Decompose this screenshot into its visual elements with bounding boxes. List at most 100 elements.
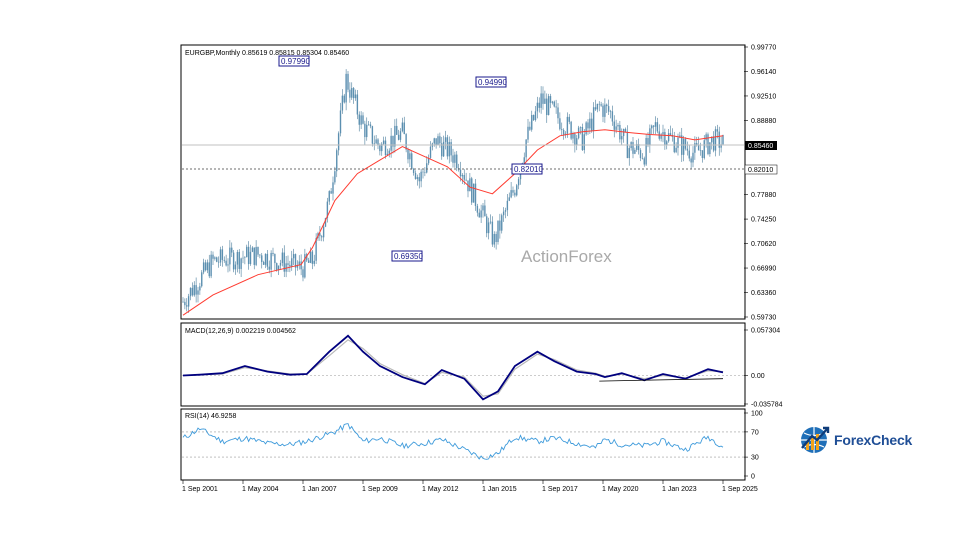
candle-body (362, 115, 364, 124)
candle-body (201, 272, 203, 287)
x-tick-label: 1 Sep 2009 (362, 486, 398, 493)
candle-body (315, 238, 317, 261)
candle-body (598, 103, 600, 105)
annotation-high-2016: 0.94990 (475, 76, 507, 88)
candle-body (469, 178, 471, 192)
candle-body (388, 150, 390, 154)
candle-body (223, 259, 225, 261)
candle-body (272, 252, 274, 255)
candle-body (592, 107, 595, 131)
price-y-axis: 0.99770 0.96140 0.92510 0.88880 0.77880 0.742… (744, 45, 776, 322)
rsi-tick-label: 70 (751, 429, 759, 436)
candle-body (302, 269, 304, 278)
candle-body (326, 201, 329, 219)
candle-body (459, 169, 462, 177)
candle-body (437, 136, 439, 145)
candle-body (210, 254, 212, 277)
candle-body (330, 191, 332, 194)
candle-body (392, 135, 394, 147)
annotation-label: 0.82010 (514, 165, 543, 174)
candle-body (204, 262, 207, 271)
candle-body (360, 115, 362, 125)
candle-body (495, 233, 497, 243)
candle-body (499, 220, 501, 231)
candle-body (576, 138, 578, 145)
rsi-tick-label: 100 (751, 411, 763, 418)
candle-body (491, 221, 494, 245)
candle-body (502, 211, 505, 216)
candle-body (596, 103, 599, 110)
candle-body (471, 178, 473, 203)
rsi-line (182, 423, 724, 460)
candle-body (450, 142, 452, 156)
candle-body (647, 137, 649, 145)
candle-body (456, 154, 458, 169)
candle-body (289, 264, 291, 267)
candle-body (615, 126, 617, 130)
price-tick-label: 0.74250 (751, 217, 776, 224)
candle-body (527, 126, 529, 140)
annotation-label: 0.94990 (478, 78, 507, 87)
candle-body (516, 185, 518, 196)
candle-body (442, 141, 445, 157)
candle-body (304, 254, 306, 278)
candle-body (673, 136, 675, 153)
macd-line (182, 334, 724, 401)
candle-body (227, 264, 229, 266)
moving-average-line (182, 129, 724, 316)
candle-body (566, 116, 569, 134)
candle-body (394, 125, 396, 147)
x-tick-label: 1 Jan 2015 (482, 486, 517, 493)
candle-body (523, 157, 525, 164)
candle-body (716, 129, 719, 132)
candle-body (321, 236, 323, 238)
candle-body (381, 143, 383, 152)
candle-body (244, 257, 246, 258)
x-tick-label: 1 May 2012 (422, 486, 459, 493)
candle-body (441, 143, 443, 157)
candle-body (699, 150, 702, 151)
candle-body (532, 115, 535, 121)
candle-body (217, 261, 220, 263)
candle-body (270, 252, 272, 270)
candle-body (604, 104, 606, 117)
candle-body (300, 261, 302, 270)
candle-body (639, 150, 642, 159)
candle-body (587, 122, 589, 129)
candle-body (517, 179, 520, 186)
candle-body (504, 210, 507, 212)
candle-body (216, 257, 218, 262)
candle-body (510, 190, 512, 198)
candle-body (497, 220, 499, 243)
candle-body (472, 183, 475, 203)
candle-body (193, 285, 195, 296)
x-tick-label: 1 May 2020 (602, 486, 639, 493)
candle-body (427, 157, 430, 164)
x-tick-label: 1 Sep 2017 (542, 486, 578, 493)
candle-body (484, 205, 486, 217)
candle-body (189, 287, 192, 297)
candle-body (529, 126, 531, 130)
candle-body (197, 290, 199, 295)
candle-body (628, 148, 630, 159)
macd-label: MACD(12,26,9) 0.002219 0.004562 (185, 328, 296, 335)
rsi-y-axis: 100 70 30 0 (744, 411, 763, 481)
candle-body (375, 139, 377, 144)
candle-body (677, 137, 679, 148)
candle-body (433, 138, 435, 144)
candle-body (679, 135, 681, 138)
candle-body (557, 107, 559, 119)
candle-body (622, 128, 625, 137)
candle-body (454, 154, 456, 163)
candle-body (666, 141, 668, 146)
candle-body (405, 134, 407, 150)
candle-body (409, 153, 411, 160)
candle-body (251, 247, 254, 252)
candle-body (544, 98, 546, 104)
candle-body (354, 94, 357, 99)
candle-body (287, 263, 289, 265)
candle-body (313, 260, 315, 264)
candle-body (277, 265, 280, 271)
candle-body (266, 253, 269, 267)
candle-body (231, 247, 233, 253)
